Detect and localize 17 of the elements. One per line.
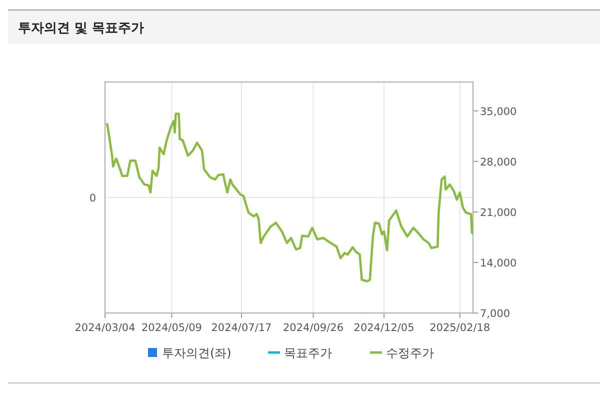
x-tick-label: 2024/07/17 (211, 322, 272, 334)
y2-tick-label: 35,000 (480, 106, 517, 118)
legend-label: 투자의견(좌) (162, 346, 232, 360)
y2-tick-label: 7,000 (480, 308, 510, 320)
x-tick-label: 2024/09/26 (283, 322, 344, 334)
legend-label: 목표주가 (284, 346, 332, 360)
y2-tick-label: 28,000 (480, 156, 517, 168)
x-tick-label: 2024/03/04 (74, 322, 136, 334)
text: 0 (89, 192, 96, 204)
line-series (106, 112, 474, 282)
x-tick-label: 2024/12/05 (354, 322, 414, 334)
y2-tick-label: 21,000 (480, 206, 517, 219)
legend-label: 수정주가 (386, 346, 434, 360)
chart-title: 투자의견 및 목표주가 (18, 21, 144, 36)
y2-tick-label: 14,000 (480, 257, 517, 270)
x-tick-label: 2025/02/18 (430, 322, 490, 334)
x-tick-label: 2024/05/09 (141, 322, 202, 334)
